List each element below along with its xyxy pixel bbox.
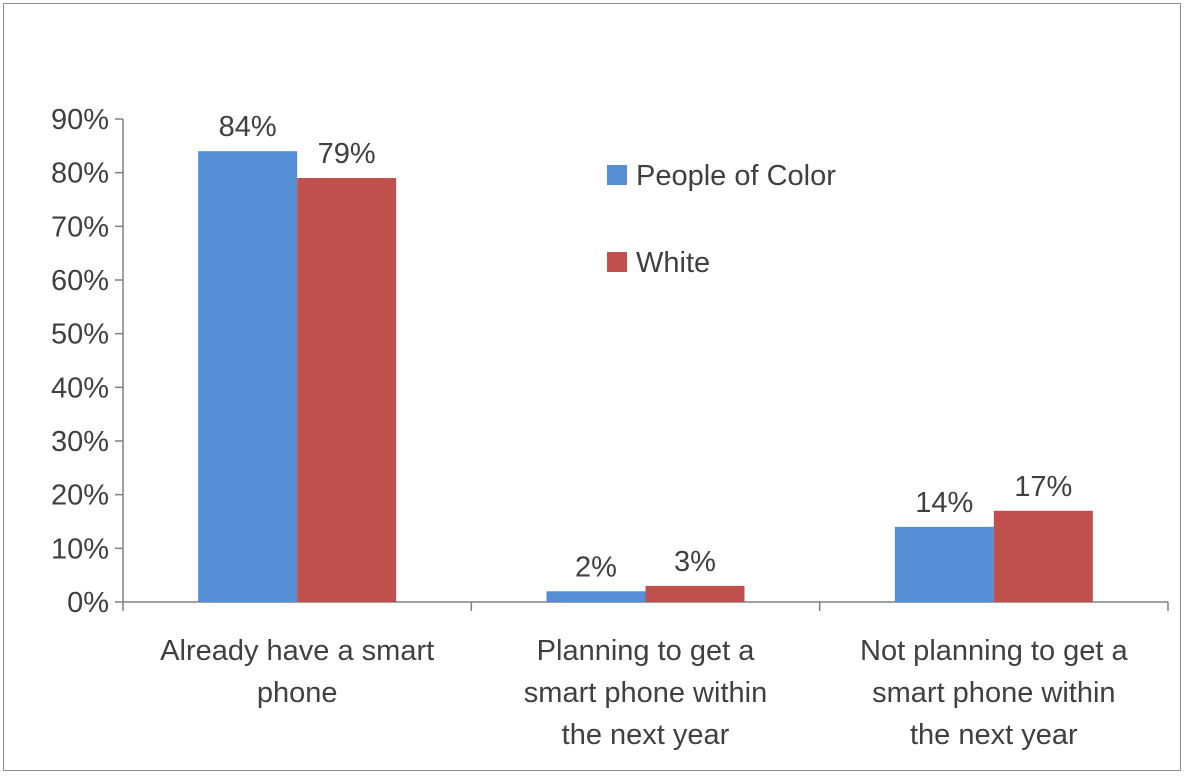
- x-category-label: smart phone within: [872, 677, 1115, 709]
- data-label: 2%: [575, 551, 617, 583]
- data-label: 79%: [318, 138, 376, 170]
- bar-people-of-color: [198, 151, 298, 602]
- y-tick-label: 40%: [51, 372, 109, 404]
- y-tick-label: 0%: [67, 587, 109, 619]
- y-tick-label: 20%: [51, 480, 109, 512]
- bar-people-of-color: [546, 591, 646, 602]
- y-tick-label: 80%: [51, 158, 109, 190]
- data-label: 84%: [219, 111, 277, 143]
- bar-white: [645, 585, 745, 602]
- legend-swatch: [607, 252, 627, 272]
- legend-swatch: [607, 165, 627, 185]
- y-tick-label: 60%: [51, 265, 109, 297]
- x-category-label: smart phone within: [524, 677, 767, 709]
- data-label: 14%: [915, 487, 973, 519]
- x-category-label: Not planning to get a: [860, 635, 1129, 667]
- y-tick-label: 50%: [51, 319, 109, 351]
- x-category-label: the next year: [562, 719, 730, 751]
- data-label: 3%: [674, 546, 716, 578]
- legend-label: People of Color: [636, 160, 836, 192]
- bar-people-of-color: [894, 526, 994, 602]
- legend-label: White: [636, 247, 710, 279]
- x-category-label: the next year: [910, 719, 1078, 751]
- bar-white: [297, 178, 397, 603]
- y-tick-label: 10%: [51, 533, 109, 565]
- x-category-label: phone: [257, 677, 338, 709]
- x-category-label: Already have a smart: [160, 635, 434, 667]
- x-category-label: Planning to get a: [537, 635, 756, 667]
- y-tick-label: 70%: [51, 211, 109, 243]
- y-tick-label: 30%: [51, 426, 109, 458]
- data-label: 17%: [1014, 471, 1072, 503]
- y-tick-label: 90%: [51, 104, 109, 136]
- bar-white: [993, 510, 1093, 602]
